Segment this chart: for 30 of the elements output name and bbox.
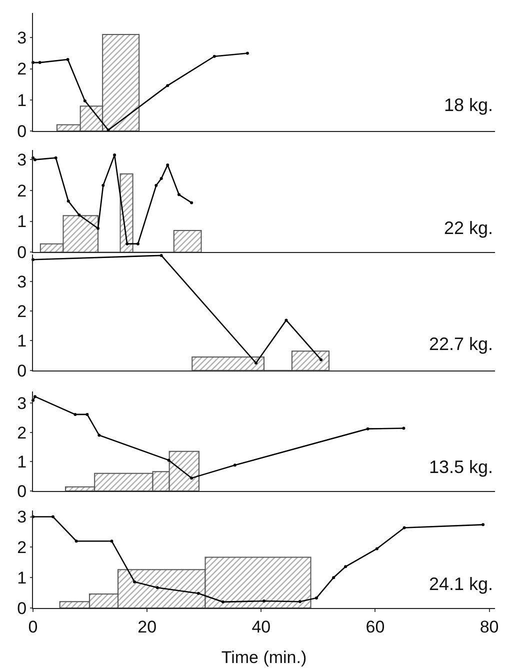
y-tick-label: 0 (17, 482, 27, 501)
y-tick-label: 1 (17, 452, 27, 472)
y-tick-label: 3 (17, 150, 27, 170)
annotation: 13.5 kg. (429, 457, 494, 477)
y-tick-label: 0 (17, 122, 27, 141)
y-tick-label: 3 (17, 508, 27, 527)
annotation: 18 kg. (444, 95, 494, 115)
y-tick-label: 3 (17, 272, 27, 292)
y-tick-label: 2 (17, 538, 27, 558)
y-tick-label: 3 (17, 394, 27, 413)
annotation: 22.7 kg. (429, 334, 494, 354)
annotation: 22 kg. (444, 218, 494, 238)
y-tick-label: 2 (17, 423, 27, 442)
x-tick-label: 60 (366, 617, 385, 636)
y-tick-label: 0 (17, 598, 27, 618)
y-tick-label: 1 (17, 332, 27, 351)
x-axis-title: Time (min.) (221, 648, 307, 667)
annotation: 24.1 kg. (429, 574, 494, 594)
y-tick-label: 1 (17, 568, 27, 588)
x-tick-label: 20 (138, 617, 157, 636)
y-tick-label: 0 (17, 361, 27, 380)
y-tick-label: 2 (17, 60, 27, 79)
x-tick-label: 80 (480, 617, 499, 636)
y-tick-label: 0 (17, 243, 27, 262)
y-tick-label: 1 (17, 90, 27, 110)
x-tick-label: 40 (252, 617, 271, 636)
y-tick-label: 3 (17, 28, 27, 48)
y-tick-label: 2 (17, 181, 27, 200)
y-tick-label: 1 (17, 212, 27, 232)
y-tick-label: 2 (17, 302, 27, 321)
